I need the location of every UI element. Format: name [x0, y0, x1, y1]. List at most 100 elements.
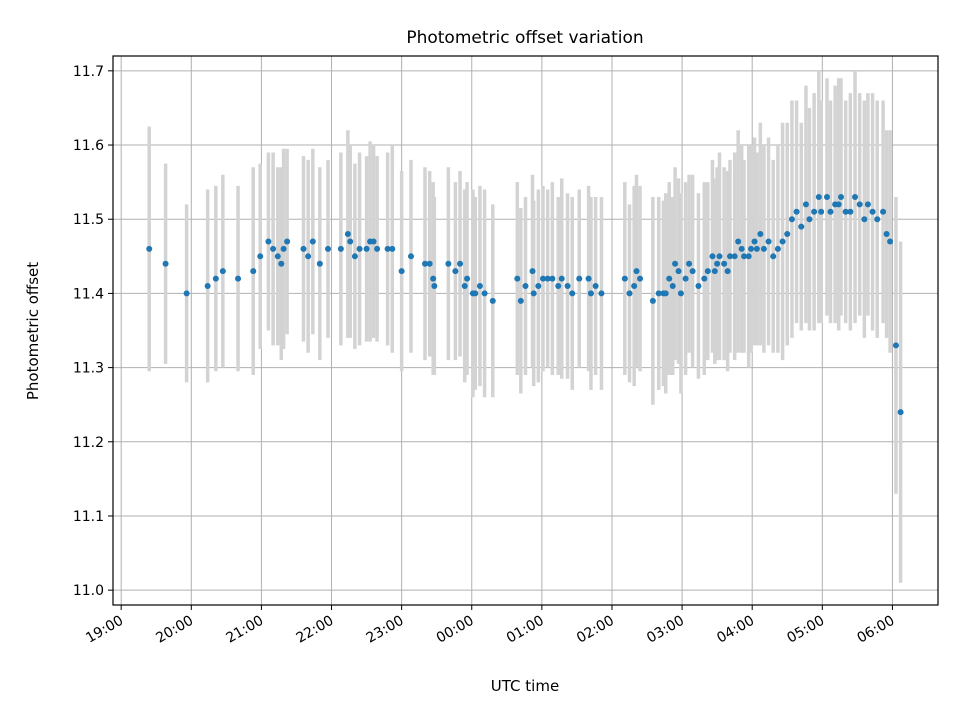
- data-point: [569, 290, 576, 297]
- data-point: [555, 282, 562, 289]
- data-point: [735, 238, 742, 245]
- data-point: [585, 275, 592, 282]
- y-tick-label: 11.1: [73, 509, 104, 525]
- data-point: [398, 268, 405, 275]
- data-point: [235, 275, 242, 282]
- data-point: [363, 245, 370, 252]
- data-point: [514, 275, 521, 282]
- data-point: [426, 260, 433, 267]
- data-point: [250, 268, 257, 275]
- data-point: [883, 231, 890, 238]
- data-point: [452, 268, 459, 275]
- data-point: [530, 290, 537, 297]
- data-point: [540, 275, 547, 282]
- x-tick-label: 20:00: [153, 613, 196, 647]
- plot-area-frame: [112, 55, 939, 606]
- data-point: [838, 193, 845, 200]
- data-point: [344, 231, 351, 238]
- data-point: [305, 253, 312, 260]
- data-point: [337, 245, 344, 252]
- data-point: [677, 290, 684, 297]
- data-point: [457, 260, 464, 267]
- data-point: [549, 275, 556, 282]
- data-point: [880, 208, 887, 215]
- data-point: [274, 253, 281, 260]
- data-point: [637, 275, 644, 282]
- data-point: [389, 245, 396, 252]
- data-point: [757, 231, 764, 238]
- data-point: [897, 409, 904, 416]
- data-point: [802, 201, 809, 208]
- data-point: [265, 238, 272, 245]
- data-point: [701, 275, 708, 282]
- data-point: [714, 260, 721, 267]
- data-point: [558, 275, 565, 282]
- data-point: [721, 260, 728, 267]
- x-tick-label: 02:00: [574, 613, 617, 647]
- data-point: [309, 238, 316, 245]
- data-point: [476, 282, 483, 289]
- data-point: [280, 245, 287, 252]
- data-point: [748, 245, 755, 252]
- data-point: [861, 216, 868, 223]
- data-point: [806, 216, 813, 223]
- data-point: [374, 245, 381, 252]
- data-point: [711, 268, 718, 275]
- data-point: [146, 245, 153, 252]
- error-bars: [147, 70, 903, 583]
- data-point: [887, 238, 894, 245]
- data-points: [146, 193, 904, 416]
- data-point: [631, 282, 638, 289]
- data-point: [598, 290, 605, 297]
- data-point: [716, 253, 723, 260]
- data-point: [724, 268, 731, 275]
- data-point: [300, 245, 307, 252]
- data-point: [472, 290, 479, 297]
- x-tick-label: 19:00: [83, 613, 126, 647]
- data-point: [544, 275, 551, 282]
- data-point: [407, 253, 414, 260]
- data-point: [204, 282, 211, 289]
- data-point: [431, 282, 438, 289]
- data-point: [751, 238, 758, 245]
- chart-title: Photometric offset variation: [406, 28, 643, 48]
- data-point: [818, 208, 825, 215]
- data-point: [892, 342, 899, 349]
- data-point: [535, 282, 542, 289]
- data-point: [793, 208, 800, 215]
- data-point: [316, 260, 323, 267]
- data-point: [682, 275, 689, 282]
- data-point: [284, 238, 291, 245]
- x-tick-label: 04:00: [714, 613, 757, 647]
- data-point: [183, 290, 190, 297]
- data-point: [798, 223, 805, 230]
- data-point: [842, 208, 849, 215]
- y-tick-label: 11.2: [73, 435, 104, 451]
- y-tick-label: 11.3: [73, 361, 104, 377]
- data-point: [633, 268, 640, 275]
- data-point: [564, 282, 571, 289]
- x-axis-label: UTC time: [491, 677, 559, 695]
- data-point: [270, 245, 277, 252]
- data-point: [576, 275, 583, 282]
- data-point: [704, 268, 711, 275]
- data-point: [741, 253, 748, 260]
- data-point: [649, 297, 656, 304]
- data-point: [522, 282, 529, 289]
- data-point: [219, 268, 226, 275]
- data-point: [689, 268, 696, 275]
- y-axis-ticks: 11.0 11.1 11.2 11.3 11.4 11.5 11.6 11.7: [73, 64, 113, 599]
- data-point: [864, 201, 871, 208]
- data-point: [517, 297, 524, 304]
- data-point: [592, 282, 599, 289]
- data-point: [695, 282, 702, 289]
- data-point: [815, 193, 822, 200]
- data-point: [765, 238, 772, 245]
- data-point: [384, 245, 391, 252]
- data-point: [731, 253, 738, 260]
- data-point: [738, 245, 745, 252]
- data-point: [874, 216, 881, 223]
- data-point: [760, 245, 767, 252]
- x-tick-label: 00:00: [434, 613, 477, 647]
